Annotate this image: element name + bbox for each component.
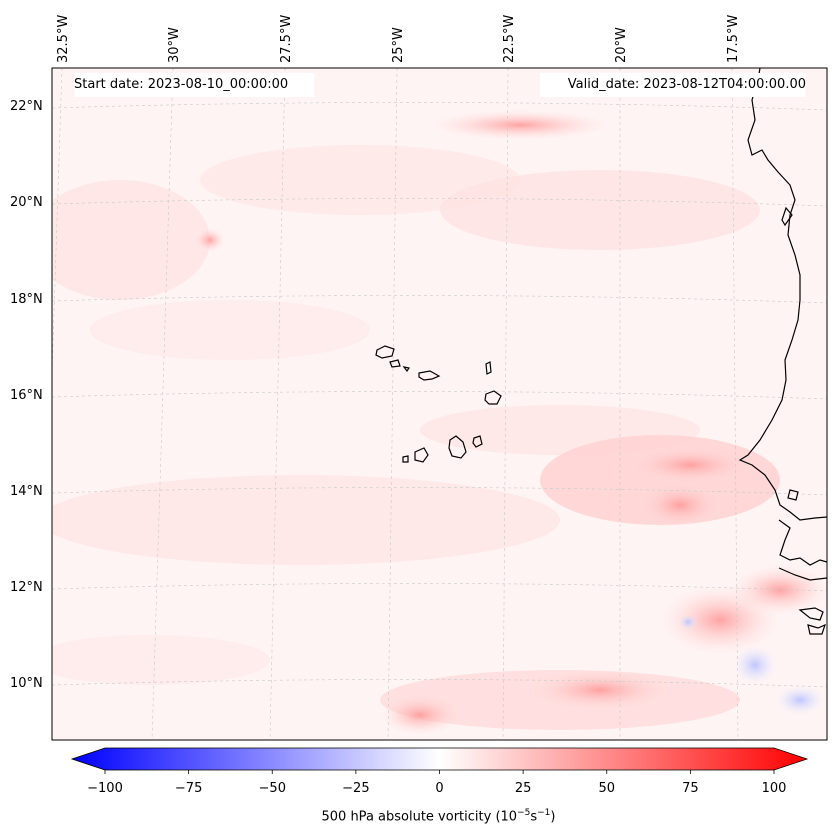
lon-label-22-5w: 22.5°W bbox=[502, 14, 517, 63]
colorbar-tick-label: −25 bbox=[342, 781, 370, 796]
lat-label-14n: 14°N bbox=[10, 484, 43, 499]
colorbar-tick-label: −75 bbox=[174, 781, 203, 796]
lon-label-25w: 25°W bbox=[391, 27, 406, 63]
lon-label-20w: 20°W bbox=[614, 27, 629, 63]
cape-verde-islands bbox=[375, 345, 502, 463]
map-frame bbox=[51, 67, 828, 741]
lat-label-18n: 18°N bbox=[10, 292, 43, 307]
colorbar bbox=[70, 747, 809, 774]
colorbar-label: 500 hPa absolute vorticity (10−5s−1) bbox=[321, 808, 556, 825]
lon-label-30w: 30°W bbox=[167, 27, 182, 63]
vorticity-shading bbox=[52, 110, 827, 735]
lon-label-17-5w: 17.5°W bbox=[726, 14, 741, 63]
colorbar-tick-label: 75 bbox=[682, 781, 699, 796]
colorbar-tick-label: 25 bbox=[514, 781, 532, 796]
lat-label-16n: 16°N bbox=[10, 388, 43, 403]
lat-label-12n: 12°N bbox=[10, 580, 43, 595]
africa-coastline bbox=[738, 68, 827, 635]
lat-label-20n: 20°N bbox=[10, 195, 43, 210]
lon-label-32-5w: 32.5°W bbox=[56, 14, 71, 63]
valid-date-label: Valid_date: 2023-08-12T04:00:00.00 bbox=[540, 73, 806, 97]
colorbar-tick-label: 50 bbox=[598, 781, 616, 796]
lat-label-10n: 10°N bbox=[10, 676, 43, 691]
colorbar-tick-label: −100 bbox=[87, 781, 123, 796]
lon-label-27-5w: 27.5°W bbox=[279, 14, 294, 63]
colorbar-tick-label: 0 bbox=[435, 781, 444, 796]
start-date-label: Start date: 2023-08-10_00:00:00 bbox=[74, 73, 314, 97]
gridlines bbox=[52, 68, 827, 740]
colorbar-tick-label: −50 bbox=[258, 781, 286, 796]
lat-label-22n: 22°N bbox=[10, 99, 43, 114]
colorbar-tick-label: 100 bbox=[761, 781, 787, 796]
